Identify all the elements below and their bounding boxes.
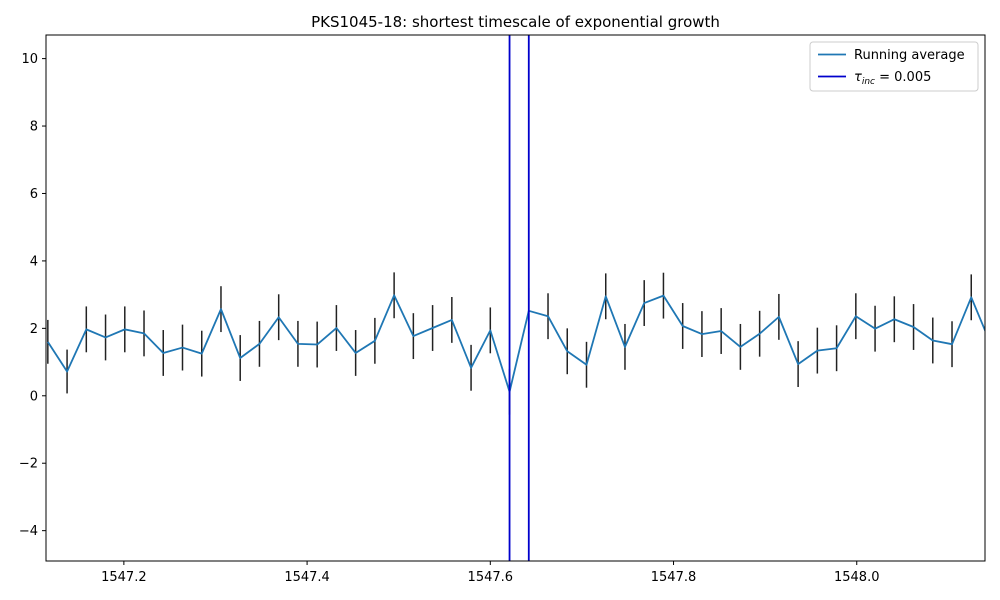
axes-frame	[45, 34, 986, 562]
plot-area: 1547.2 1547.4 1547.6 1547.8 1548.0 −4 −2 0 2 4 6 8 1…	[19, 34, 986, 585]
x-tick-label: 1547.2	[101, 570, 147, 585]
y-tick-label: 4	[30, 254, 38, 269]
legend-frame	[809, 41, 979, 92]
legend-label-tau-subscript: inc	[862, 77, 875, 87]
data-layer	[47, 35, 985, 561]
y-tick-label: 6	[30, 187, 38, 202]
y-tick-label: 0	[30, 389, 38, 404]
legend-label-running-average: Running average	[854, 48, 965, 63]
x-tick-label: 1547.8	[651, 570, 697, 585]
y-tick-label: 10	[21, 52, 38, 67]
x-tick-label: 1548.0	[834, 570, 880, 585]
legend-label-tau-inc: τinc = 0.005	[854, 70, 931, 87]
x-tick-label: 1547.6	[468, 570, 514, 585]
series-line-running-average	[47, 294, 985, 393]
y-tick-label: −4	[19, 524, 38, 539]
x-tick-label: 1547.4	[284, 570, 330, 585]
y-tick-label: 2	[30, 322, 38, 337]
legend-label-tau-symbol: τ	[854, 70, 862, 85]
legend-label-tau-value: = 0.005	[875, 70, 931, 85]
y-tick-label: −2	[19, 457, 38, 472]
legend: Running average τinc = 0.005	[809, 41, 979, 92]
chart-title: PKS1045-18: shortest timescale of expone…	[311, 13, 720, 31]
y-tick-label: 8	[30, 120, 38, 135]
